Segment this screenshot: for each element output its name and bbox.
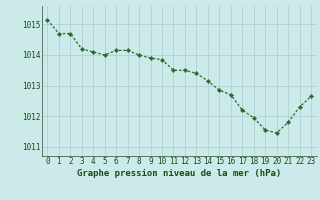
X-axis label: Graphe pression niveau de la mer (hPa): Graphe pression niveau de la mer (hPa) — [77, 169, 281, 178]
